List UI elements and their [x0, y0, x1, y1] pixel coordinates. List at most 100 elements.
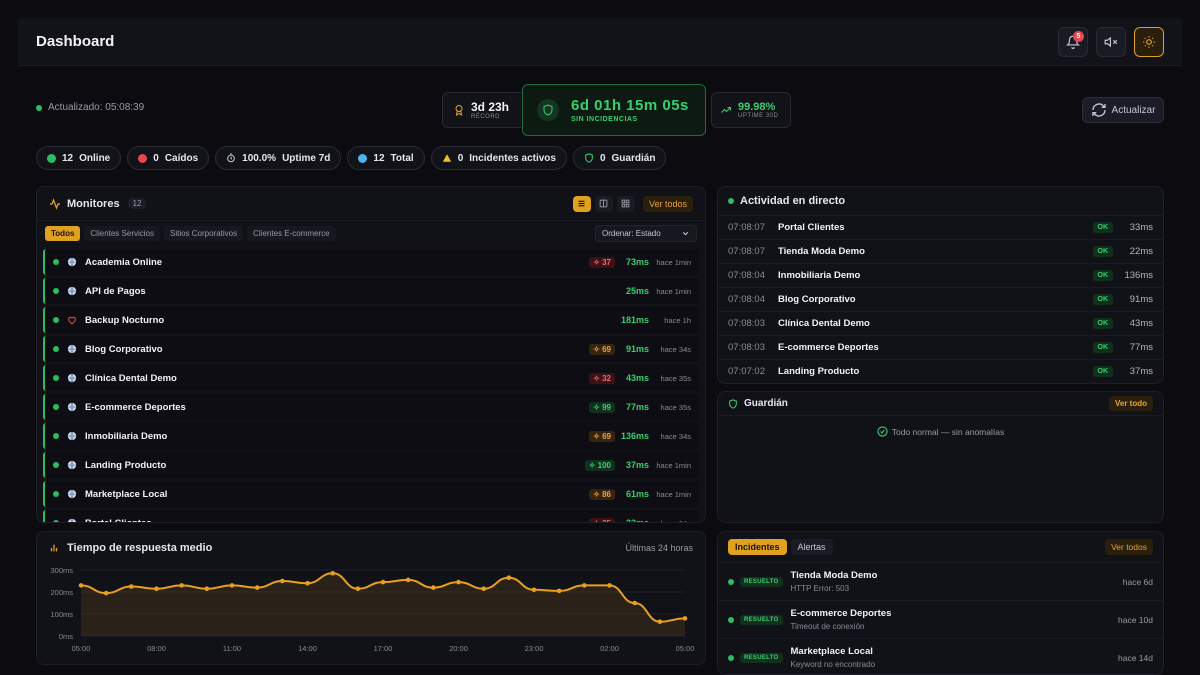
mute-button[interactable] [1096, 26, 1126, 57]
data-point[interactable] [556, 588, 562, 594]
data-point[interactable] [456, 579, 461, 585]
data-point[interactable] [405, 577, 411, 583]
notifications-button[interactable]: 5 [1058, 26, 1088, 57]
monitor-row[interactable]: Academia Online ✧ 37 73ms hace 1min [43, 249, 699, 275]
monitor-row[interactable]: Landing Producto ✧ 100 37ms hace 1min [43, 452, 699, 478]
activity-row: 07:08:04 Inmobiliaria Demo OK 136ms [718, 263, 1163, 287]
status-dot [53, 375, 59, 381]
data-point[interactable] [380, 579, 386, 585]
filter-tab-sitios-corporativos[interactable]: Sitios Corporativos [163, 225, 244, 241]
last-check-time: hace 1min [656, 489, 691, 499]
incidents-view-all-button[interactable]: Ver todos [1105, 539, 1153, 555]
uptime-value: 99.98% [738, 101, 776, 113]
last-check-time: hace 34s [660, 518, 691, 523]
chip-total[interactable]: 12 Total [347, 146, 425, 170]
tab-alertas[interactable]: Alertas [790, 539, 833, 555]
sort-select[interactable]: Ordenar: Estado [595, 224, 697, 242]
activity-title: Actividad en directo [740, 195, 846, 207]
monitor-row[interactable]: Blog Corporativo ✧ 69 91ms hace 34s [43, 336, 699, 362]
chip-label: Incidentes activos [469, 152, 556, 164]
monitors-view-all-button[interactable]: Ver todos [642, 195, 693, 212]
globe-icon [67, 431, 77, 441]
data-point[interactable] [582, 583, 587, 588]
data-point[interactable] [657, 619, 663, 624]
data-point[interactable] [305, 580, 310, 586]
status-dot [53, 288, 59, 294]
columns-view-button[interactable] [594, 195, 613, 212]
activity-time: 07:08:07 [728, 246, 765, 257]
activity-row: 07:08:07 Tienda Moda Demo OK 22ms [718, 239, 1163, 263]
chart-header: Tiempo de respuesta medio Últimas 24 hor… [37, 532, 705, 564]
data-point[interactable] [78, 583, 84, 588]
monitor-row[interactable]: Backup Nocturno 181ms hace 1h [43, 307, 699, 333]
chip-uptime-7d[interactable]: 100.0% Uptime 7d [215, 146, 342, 170]
activity-monitor-name: Clínica Dental Demo [778, 318, 870, 329]
monitor-row[interactable]: API de Pagos 25ms hace 1min [43, 278, 699, 304]
data-point[interactable] [280, 578, 285, 584]
response-time: 33ms [625, 518, 649, 523]
guardian-status-message: Todo normal — sin anomalías [718, 426, 1163, 437]
data-point[interactable] [355, 586, 361, 591]
data-point[interactable] [682, 616, 688, 621]
data-point[interactable] [254, 585, 260, 590]
response-time: 77ms [625, 402, 649, 412]
activity-response-time: 91ms [1129, 294, 1153, 305]
data-point[interactable] [632, 600, 637, 606]
monitor-name: Portal Clientes [85, 517, 152, 523]
filter-tab-todos[interactable]: Todos [45, 225, 81, 241]
guardian-view-all-button[interactable]: Ver todo [1108, 396, 1153, 411]
incident-list: RESUELTO Tienda Moda Demo HTTP Error: 503 h… [718, 562, 1163, 674]
data-point[interactable] [103, 590, 109, 596]
chip-online[interactable]: 12 Online [36, 146, 122, 170]
data-point[interactable] [330, 571, 335, 576]
guardian-message-text: Todo normal — sin anomalías [891, 426, 1005, 437]
resolved-dot [728, 616, 734, 623]
monitor-row[interactable]: Clínica Dental Demo ✧ 32 43ms hace 35s [43, 365, 699, 391]
monitor-row[interactable]: Portal Clientes ✧ 35 33ms hace 34s [43, 510, 699, 523]
incident-row[interactable]: RESUELTO E-commerce Deportes Timeout de co… [718, 600, 1163, 638]
x-tick-label: 05:00 [72, 644, 91, 653]
data-point[interactable] [179, 583, 184, 588]
data-point[interactable] [506, 575, 512, 580]
tab-incidentes[interactable]: Incidentes [728, 539, 787, 555]
chip-guardian[interactable]: 0 Guardián [572, 146, 667, 170]
grid-view-button[interactable] [616, 195, 635, 212]
resolved-dot [728, 654, 734, 661]
incident-title: E-commerce Deportes [790, 608, 892, 619]
area-fill [81, 573, 685, 636]
last-check-time: hace 34s [660, 344, 691, 354]
monitor-row[interactable]: E-commerce Deportes ✧ 99 77ms hace 35s [43, 394, 699, 420]
incidents-panel: Incidentes Alertas Ver todos RESUELTO Tie… [717, 531, 1164, 675]
globe-icon [67, 373, 77, 383]
score-badge: ✧ 100 [584, 459, 615, 471]
status-dot [53, 259, 59, 265]
resolved-badge: RESUELTO [740, 614, 783, 625]
data-point[interactable] [154, 586, 159, 591]
filter-tab-clientes-servicios[interactable]: Clientes Servicios [84, 225, 160, 241]
activity-time: 07:08:04 [728, 270, 765, 281]
data-point[interactable] [607, 583, 612, 588]
incident-row[interactable]: RESUELTO Marketplace Local Keyword no enco… [718, 638, 1163, 674]
incident-row[interactable]: RESUELTO Tienda Moda Demo HTTP Error: 503 h… [718, 562, 1163, 600]
refresh-button[interactable]: Actualizar [1082, 97, 1164, 123]
data-point[interactable] [129, 584, 134, 589]
columns-icon [600, 199, 608, 208]
x-tick-label: 02:00 [600, 644, 619, 653]
filter-tab-clientes-ecommerce[interactable]: Clientes E-commerce [247, 225, 336, 241]
monitor-name: Landing Producto [85, 459, 167, 471]
chip-active-incidents[interactable]: 0 Incidentes activos [430, 146, 567, 170]
theme-toggle-button[interactable] [1134, 26, 1164, 57]
data-point[interactable] [229, 583, 235, 588]
chip-down[interactable]: 0 Caídos [127, 146, 210, 170]
data-point[interactable] [431, 585, 436, 590]
monitor-row[interactable]: Inmobiliaria Demo ✧ 69 136ms hace 34s [43, 423, 699, 449]
globe-icon [67, 286, 77, 296]
guardian-title: Guardián [744, 398, 788, 409]
data-point[interactable] [481, 586, 486, 591]
last-check-time: hace 34s [660, 431, 691, 441]
data-point[interactable] [204, 586, 210, 591]
list-view-button[interactable] [572, 195, 591, 212]
x-tick-label: 20:00 [449, 644, 468, 653]
monitor-row[interactable]: Marketplace Local ✧ 86 61ms hace 1min [43, 481, 699, 507]
data-point[interactable] [531, 587, 537, 593]
